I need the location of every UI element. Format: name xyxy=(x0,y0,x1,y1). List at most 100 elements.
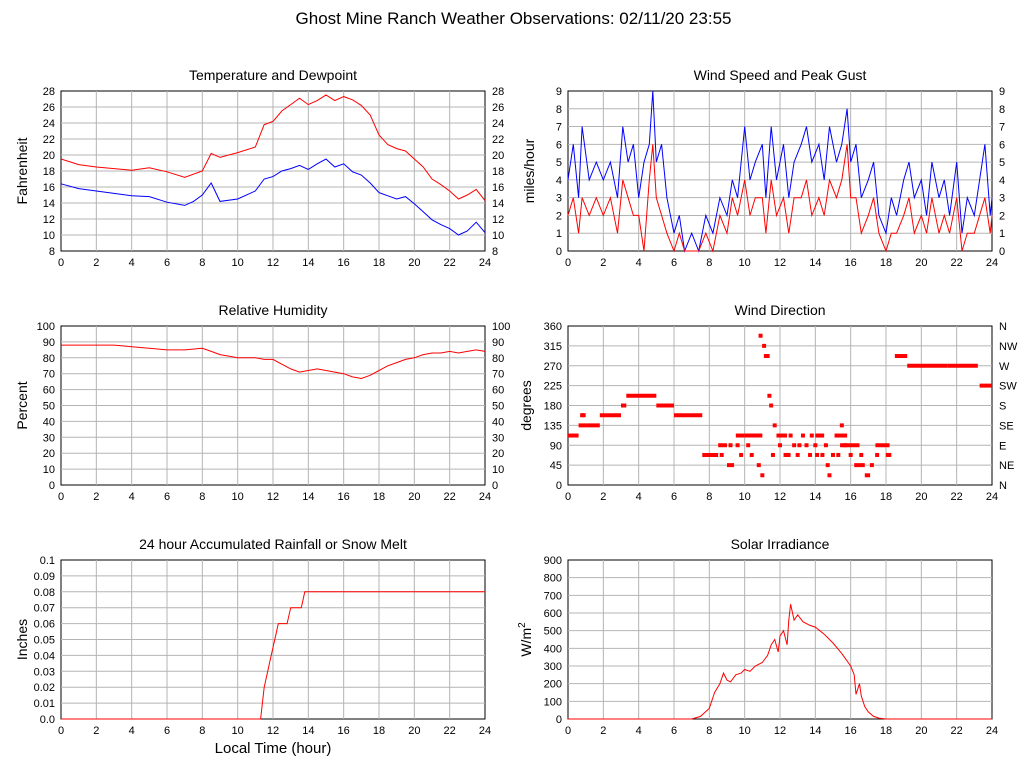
wdir-y-tick-label: 180 xyxy=(544,401,562,413)
rain-y-tick-label: 0.05 xyxy=(34,635,55,647)
wind-y-tick-label: 2 xyxy=(556,210,562,222)
rh-y-tick-label: 30 xyxy=(43,432,55,444)
rh-x-tick-label: 16 xyxy=(338,491,350,503)
wdir-direction-point xyxy=(804,443,809,448)
wind-x-tick-label: 22 xyxy=(951,257,963,269)
rh-y-axis-label: Percent xyxy=(14,381,30,429)
wdir-direction-point xyxy=(762,343,767,348)
wdir-x-tick-label: 24 xyxy=(986,491,998,503)
wind-x-tick-label: 12 xyxy=(774,257,786,269)
rh-x-tick-label: 2 xyxy=(93,491,99,503)
wdir-direction-point xyxy=(749,452,754,457)
wdir-x-tick-label: 0 xyxy=(565,491,571,503)
wind-series-line-0 xyxy=(567,90,993,253)
rh-x-tick-label: 20 xyxy=(408,491,420,503)
temp-right-tick-label: 22 xyxy=(492,134,504,146)
wind-right-tick-label: 9 xyxy=(999,86,1005,98)
wdir-direction-point xyxy=(836,452,841,457)
rh-x-tick-label: 14 xyxy=(302,491,314,503)
temp-right-tick-label: 18 xyxy=(492,166,504,178)
wdir-x-tick-label: 16 xyxy=(845,491,857,503)
rh-right-tick-label: 20 xyxy=(492,448,504,460)
wdir-direction-point xyxy=(848,452,853,457)
wdir-y-tick-label: 225 xyxy=(544,381,562,393)
solar-x-tick-label: 24 xyxy=(986,725,998,737)
wdir-right-tick-label: S xyxy=(999,401,1006,413)
temp-x-tick-label: 18 xyxy=(373,257,385,269)
rain-x-tick-label: 10 xyxy=(232,725,244,737)
temp-y-tick-label: 16 xyxy=(43,182,55,194)
wdir-direction-point xyxy=(719,452,724,457)
wdir-x-tick-label: 22 xyxy=(951,491,963,503)
rain-y-tick-label: 0.1 xyxy=(40,555,55,567)
rain-y-tick-label: 0.08 xyxy=(34,587,55,599)
rh-x-tick-label: 18 xyxy=(373,491,385,503)
wdir-direction-point xyxy=(758,333,763,338)
temp-y-tick-label: 18 xyxy=(43,166,55,178)
wind-y-tick-label: 3 xyxy=(556,193,562,205)
rain-y-tick-label: 0.0 xyxy=(40,714,55,726)
solar-y-tick-label: 800 xyxy=(544,573,562,585)
wind-x-tick-label: 14 xyxy=(809,257,821,269)
wind-right-tick-label: 4 xyxy=(999,175,1005,187)
temp-right-tick-label: 12 xyxy=(492,214,504,226)
temp-x-tick-label: 16 xyxy=(338,257,350,269)
wdir-right-tick-label: NW xyxy=(999,341,1018,353)
rh-right-tick-label: 40 xyxy=(492,416,504,428)
wdir-y-tick-label: 360 xyxy=(544,321,562,333)
rh-series-line-0 xyxy=(61,344,486,380)
solar-x-tick-label: 10 xyxy=(739,725,751,737)
wind-y-tick-label: 4 xyxy=(556,175,562,187)
wdir-x-tick-label: 20 xyxy=(915,491,927,503)
temp-x-tick-label: 10 xyxy=(232,257,244,269)
wdir-direction-point xyxy=(808,452,813,457)
wdir-right-tick-label: SW xyxy=(999,381,1017,393)
rain-y-tick-label: 0.02 xyxy=(34,682,55,694)
rh-y-tick-label: 60 xyxy=(43,385,55,397)
rain-y-tick-label: 0.03 xyxy=(34,666,55,678)
solar-series-line-0 xyxy=(568,604,992,720)
temp-right-tick-label: 16 xyxy=(492,182,504,194)
wdir-direction-point xyxy=(772,423,777,428)
wdir-direction-point xyxy=(815,452,820,457)
wdir-direction-point xyxy=(820,452,825,457)
wdir-direction-point xyxy=(813,443,818,448)
rain-x-tick-label: 14 xyxy=(302,725,314,737)
wdir-direction-point xyxy=(767,393,772,398)
solar-y-tick-label: 500 xyxy=(544,626,562,638)
rain-y-tick-label: 0.09 xyxy=(34,571,55,583)
temp-y-axis-label: Fahrenheit xyxy=(14,137,30,204)
temp-y-tick-label: 10 xyxy=(43,230,55,242)
wdir-direction-point xyxy=(825,463,830,468)
temp-y-tick-label: 22 xyxy=(43,134,55,146)
wdir-direction-point xyxy=(788,433,793,438)
temp-y-tick-label: 14 xyxy=(43,198,55,210)
temp-right-tick-label: 8 xyxy=(492,246,498,258)
rain-chart-title: 24 hour Accumulated Rainfall or Snow Mel… xyxy=(139,536,407,552)
rain-x-tick-label: 8 xyxy=(199,725,205,737)
rh-y-tick-label: 70 xyxy=(43,369,55,381)
rh-y-tick-label: 100 xyxy=(37,321,55,333)
rain-x-tick-label: 20 xyxy=(408,725,420,737)
wind-x-tick-label: 18 xyxy=(880,257,892,269)
wdir-direction-point xyxy=(770,452,775,457)
rh-x-tick-label: 12 xyxy=(267,491,279,503)
wdir-direction-point xyxy=(797,443,802,448)
wdir-x-tick-label: 2 xyxy=(600,491,606,503)
temp-x-tick-label: 0 xyxy=(58,257,64,269)
wind-y-axis-label: miles/hour xyxy=(521,138,537,203)
wind-x-tick-label: 20 xyxy=(915,257,927,269)
wdir-x-tick-label: 6 xyxy=(671,491,677,503)
wind-series-line-1 xyxy=(567,144,993,253)
wdir-x-tick-label: 18 xyxy=(880,491,892,503)
temp-chart-title: Temperature and Dewpoint xyxy=(189,67,357,83)
wind-right-tick-label: 2 xyxy=(999,210,1005,222)
wind-right-tick-label: 1 xyxy=(999,228,1005,240)
wdir-chart-title: Wind Direction xyxy=(734,302,825,318)
wind-x-tick-label: 24 xyxy=(986,257,998,269)
wind-x-tick-label: 16 xyxy=(845,257,857,269)
solar-x-tick-label: 20 xyxy=(915,725,927,737)
rh-y-tick-label: 80 xyxy=(43,353,55,365)
wdir-right-tick-label: W xyxy=(999,361,1010,373)
